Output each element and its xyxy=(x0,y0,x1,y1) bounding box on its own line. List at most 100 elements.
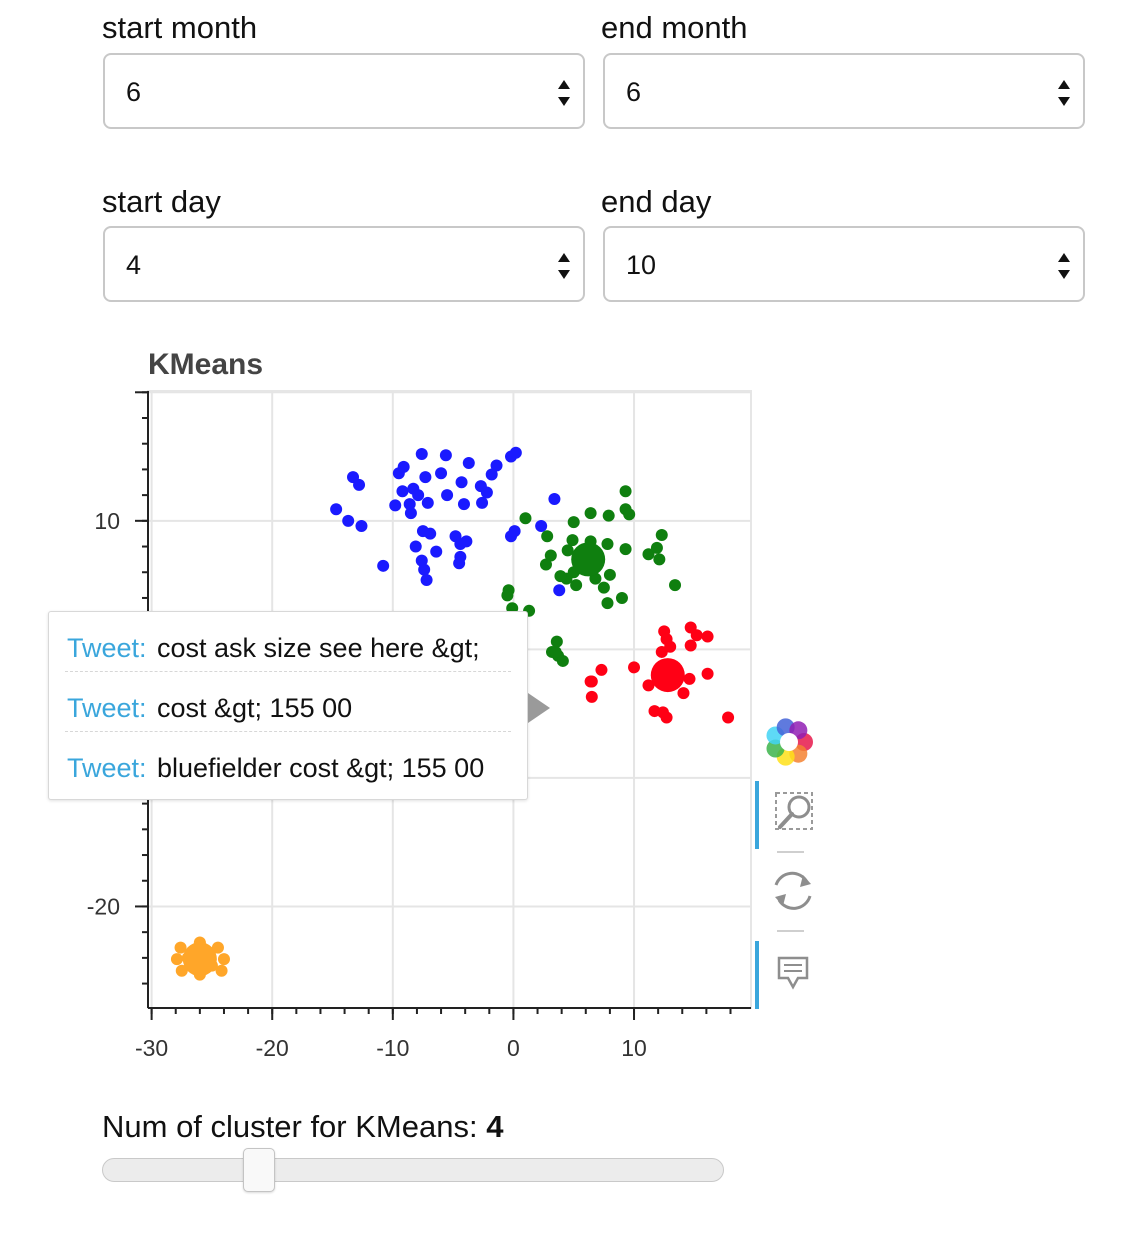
scatter-point[interactable] xyxy=(170,953,183,966)
bokeh-logo-icon[interactable] xyxy=(766,718,813,766)
scatter-point[interactable] xyxy=(485,468,498,481)
scatter-point[interactable] xyxy=(396,485,409,498)
scatter-point[interactable] xyxy=(441,489,454,502)
scatter-point[interactable] xyxy=(490,459,503,472)
scatter-point[interactable] xyxy=(701,630,714,643)
scatter-point[interactable] xyxy=(642,679,655,692)
scatter-points[interactable] xyxy=(170,446,735,981)
start-month-select[interactable]: 6 xyxy=(103,53,585,129)
scatter-point[interactable] xyxy=(519,512,532,525)
scatter-point[interactable] xyxy=(403,498,416,511)
scatter-point[interactable] xyxy=(418,563,431,576)
scatter-point[interactable] xyxy=(419,471,432,484)
box-zoom-icon[interactable] xyxy=(775,792,813,830)
cluster-slider-handle[interactable] xyxy=(243,1148,275,1192)
scatter-point[interactable] xyxy=(585,690,598,703)
scatter-point[interactable] xyxy=(619,485,632,498)
scatter-point[interactable] xyxy=(415,447,428,460)
cluster-slider-track[interactable] xyxy=(102,1158,724,1182)
scatter-point[interactable] xyxy=(476,496,489,509)
scatter-point[interactable] xyxy=(174,941,187,954)
scatter-point[interactable] xyxy=(722,711,735,724)
scatter-point[interactable] xyxy=(355,519,368,532)
scatter-point[interactable] xyxy=(415,554,428,567)
scatter-point[interactable] xyxy=(549,645,562,658)
scatter-point[interactable] xyxy=(342,514,355,527)
scatter-point[interactable] xyxy=(509,446,522,459)
scatter-point[interactable] xyxy=(430,545,443,558)
cluster-centroid[interactable] xyxy=(571,542,606,577)
scatter-point[interactable] xyxy=(561,544,574,557)
scatter-point[interactable] xyxy=(453,557,466,570)
scatter-point[interactable] xyxy=(628,661,641,674)
scatter-point[interactable] xyxy=(677,687,690,700)
scatter-point[interactable] xyxy=(602,509,615,522)
scatter-point[interactable] xyxy=(556,654,569,667)
scatter-point[interactable] xyxy=(420,573,433,586)
scatter-point[interactable] xyxy=(439,449,452,462)
scatter-point[interactable] xyxy=(377,559,390,572)
scatter-point[interactable] xyxy=(330,503,343,516)
scatter-point[interactable] xyxy=(404,507,417,520)
scatter-point[interactable] xyxy=(669,579,682,592)
scatter-point[interactable] xyxy=(597,581,610,594)
scatter-point[interactable] xyxy=(550,635,563,648)
scatter-point[interactable] xyxy=(619,543,632,556)
scatter-point[interactable] xyxy=(601,537,614,550)
scatter-point[interactable] xyxy=(397,460,410,473)
cluster-centroid[interactable] xyxy=(182,942,217,977)
scatter-point[interactable] xyxy=(585,675,598,688)
scatter-point[interactable] xyxy=(501,589,514,602)
scatter-point[interactable] xyxy=(217,953,230,966)
scatter-point[interactable] xyxy=(457,498,470,511)
scatter-point[interactable] xyxy=(480,486,493,499)
hover-icon[interactable] xyxy=(777,956,809,990)
scatter-point[interactable] xyxy=(462,456,475,469)
scatter-point[interactable] xyxy=(623,508,636,521)
scatter-point[interactable] xyxy=(409,540,422,553)
scatter-point[interactable] xyxy=(566,534,579,547)
scatter-point[interactable] xyxy=(553,584,566,597)
scatter-point[interactable] xyxy=(435,467,448,480)
scatter-point[interactable] xyxy=(544,549,557,562)
scatter-point[interactable] xyxy=(615,591,628,604)
scatter-point[interactable] xyxy=(508,525,521,538)
scatter-point[interactable] xyxy=(424,527,437,540)
scatter-point[interactable] xyxy=(650,541,663,554)
scatter-point[interactable] xyxy=(535,519,548,532)
scatter-point[interactable] xyxy=(539,558,552,571)
scatter-point[interactable] xyxy=(567,516,580,529)
end-day-select[interactable]: 10 xyxy=(603,226,1085,302)
scatter-point[interactable] xyxy=(554,570,567,583)
scatter-point[interactable] xyxy=(541,530,554,543)
scatter-point[interactable] xyxy=(412,489,425,502)
scatter-point[interactable] xyxy=(211,941,224,954)
scatter-point[interactable] xyxy=(175,964,188,977)
scatter-point[interactable] xyxy=(548,492,561,505)
select-arrows-icon xyxy=(558,80,570,106)
scatter-point[interactable] xyxy=(684,639,697,652)
scatter-point[interactable] xyxy=(570,579,583,592)
reset-icon[interactable] xyxy=(774,871,812,910)
scatter-point[interactable] xyxy=(603,568,616,581)
scatter-point[interactable] xyxy=(454,537,467,550)
scatter-point[interactable] xyxy=(653,553,666,566)
scatter-point[interactable] xyxy=(601,597,614,610)
scatter-point[interactable] xyxy=(421,496,434,509)
scatter-point[interactable] xyxy=(595,663,608,676)
scatter-point[interactable] xyxy=(353,478,366,491)
scatter-point[interactable] xyxy=(701,667,714,680)
scatter-point[interactable] xyxy=(660,711,673,724)
scatter-point[interactable] xyxy=(655,528,668,541)
scatter-point[interactable] xyxy=(683,672,696,685)
cluster-centroid[interactable] xyxy=(650,658,685,693)
end-month-select[interactable]: 6 xyxy=(603,53,1085,129)
scatter-point[interactable] xyxy=(389,499,402,512)
scatter-point[interactable] xyxy=(584,507,597,520)
scatter-point[interactable] xyxy=(690,629,703,642)
scatter-point[interactable] xyxy=(455,476,468,489)
scatter-point[interactable] xyxy=(215,964,228,977)
scatter-point[interactable] xyxy=(642,548,655,561)
scatter-point[interactable] xyxy=(655,645,668,658)
start-day-select[interactable]: 4 xyxy=(103,226,585,302)
